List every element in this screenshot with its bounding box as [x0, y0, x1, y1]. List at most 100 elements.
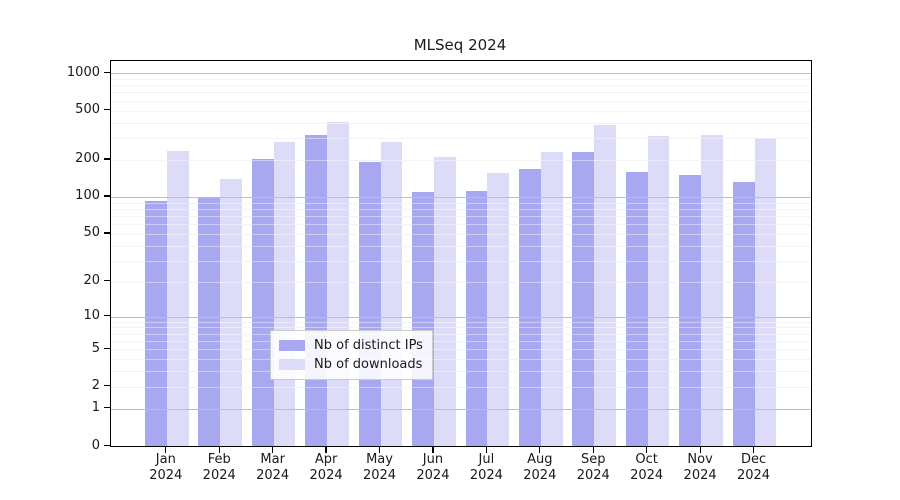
gridline-minor	[111, 281, 811, 283]
gridline-minor-overlay	[111, 92, 811, 94]
gridline-minor	[111, 78, 811, 80]
x-axis-tick	[272, 446, 274, 453]
x-axis-tick	[218, 446, 220, 453]
gridline-minor-overlay	[111, 260, 811, 262]
year-label: 2024	[256, 468, 290, 483]
x-axis-tick-label: Feb 2024	[189, 452, 249, 484]
year-label: 2024	[362, 468, 397, 483]
y-axis-tick-label: 50	[83, 225, 100, 241]
month-label: Jun	[422, 452, 444, 467]
y-axis-tick	[103, 109, 110, 111]
gridline-minor-overlay	[111, 122, 811, 124]
x-axis-tick	[699, 446, 701, 453]
bar-downloads	[594, 125, 617, 446]
gridline-minor-overlay	[111, 202, 811, 204]
x-axis-tick-label: Mar 2024	[243, 452, 303, 484]
y-axis-tick-label: 5	[91, 340, 100, 356]
gridline-minor	[111, 202, 811, 204]
y-axis-tick-label: 200	[75, 151, 100, 167]
x-axis-tick	[325, 446, 327, 453]
bar-downloads	[647, 136, 670, 446]
gridline-minor-overlay	[111, 233, 811, 235]
bar-distinct-ips	[519, 169, 541, 446]
gridline-minor	[111, 110, 811, 112]
gridline-minor-overlay	[111, 359, 811, 361]
bar-distinct-ips	[412, 191, 434, 446]
y-axis-tick	[103, 315, 110, 317]
bar-distinct-ips	[145, 201, 167, 446]
bar-distinct-ips	[251, 158, 274, 446]
month-label: Feb	[207, 452, 231, 467]
bar-downloads	[220, 178, 243, 446]
y-axis-tick-label: 1	[91, 400, 100, 416]
gridline-minor-overlay	[111, 138, 811, 140]
y-axis-tick-label: 0	[91, 437, 100, 453]
gridline-minor-overlay	[111, 341, 811, 342]
bar-downloads	[487, 173, 510, 446]
year-label: 2024	[736, 468, 771, 483]
bar-downloads	[166, 151, 189, 446]
gridline-minor-overlay	[111, 216, 811, 217]
legend-row-downloads: Nb of downloads	[279, 355, 424, 374]
bar-distinct-ips	[625, 171, 648, 446]
legend-label-downloads: Nb of downloads	[314, 357, 423, 372]
gridline-minor	[111, 233, 811, 235]
gridline-minor	[111, 341, 811, 342]
year-label: 2024	[630, 468, 664, 483]
chart-title: MLSeq 2024	[413, 36, 507, 54]
gridline-minor-overlay	[111, 327, 811, 329]
bar-distinct-ips	[198, 196, 221, 446]
gridline-major	[111, 196, 811, 198]
bar-downloads	[754, 138, 777, 446]
y-axis-tick-label: 10	[83, 308, 100, 324]
x-axis-tick	[592, 446, 594, 453]
y-axis-tick-label: 20	[83, 273, 100, 289]
y-axis-tick	[103, 280, 110, 282]
gridline-minor-overlay	[111, 245, 811, 247]
x-axis-tick	[432, 446, 434, 453]
x-axis-tick	[378, 446, 381, 453]
month-label: Nov	[687, 452, 713, 467]
year-label: 2024	[683, 468, 717, 483]
bar-distinct-ips	[572, 151, 595, 446]
x-axis-tick	[539, 446, 541, 453]
x-axis-tick-label: Jun 2024	[403, 452, 463, 484]
gridline-minor	[111, 138, 811, 140]
gridline-minor-overlay	[111, 281, 811, 283]
legend: Nb of distinct IPs Nb of downloads	[270, 330, 433, 380]
gridline-minor-overlay	[111, 224, 811, 226]
gridline-minor	[111, 245, 811, 247]
bar-downloads	[327, 122, 349, 446]
x-axis-tick-label: Oct 2024	[617, 452, 677, 484]
year-label: 2024	[149, 468, 183, 483]
gridline-minor-overlay	[111, 78, 811, 80]
x-axis-tick	[646, 446, 648, 453]
bar-downloads	[273, 142, 296, 446]
y-axis-tick-label: 1000	[66, 64, 100, 80]
bar-distinct-ips	[358, 162, 381, 446]
month-label: Jul	[478, 452, 495, 467]
year-label: 2024	[523, 468, 557, 483]
y-axis-tick	[103, 347, 110, 349]
bar-downloads	[701, 134, 723, 446]
x-axis-tick-label: Aug 2024	[510, 452, 570, 484]
distinct-ips-swatch	[279, 340, 305, 351]
gridline-minor-overlay	[111, 321, 811, 323]
gridline-minor-overlay	[111, 208, 811, 210]
x-axis-tick-label: Jul 2024	[456, 452, 516, 484]
bar-distinct-ips	[465, 191, 488, 446]
y-axis-tick	[103, 385, 110, 387]
y-axis-tick	[103, 158, 110, 160]
y-axis-tick	[103, 71, 110, 73]
gridline-minor-overlay	[111, 349, 811, 351]
gridline-minor	[111, 359, 811, 361]
gridline-minor-overlay	[111, 371, 811, 373]
gridline-minor	[111, 100, 811, 102]
gridline-minor	[111, 321, 811, 323]
gridline-minor-overlay	[111, 386, 811, 388]
bar-downloads	[433, 156, 456, 446]
x-axis-tick-label: May 2024	[350, 452, 410, 484]
legend-label-distinct-ips: Nb of distinct IPs	[314, 338, 423, 353]
gridline-minor	[111, 216, 811, 217]
